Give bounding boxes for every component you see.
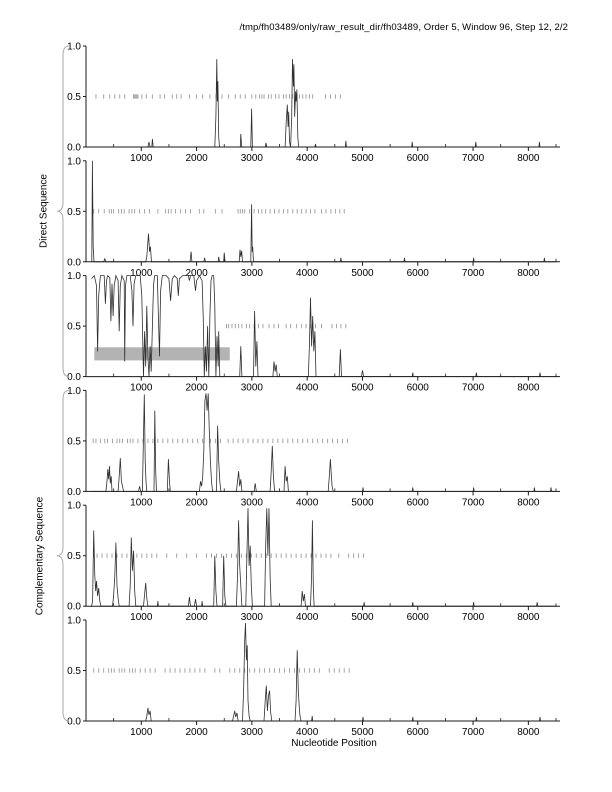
x-tick-label: 3000 [241,383,264,394]
y-tick-label: 0.0 [67,717,81,728]
y-tick-label: 0.0 [67,257,81,268]
x-tick-label: 7000 [462,612,485,623]
x-tick-label: 3000 [241,153,264,164]
x-tick-label: 6000 [407,612,430,623]
x-tick-label: 2000 [185,383,208,394]
y-tick-label: 0.5 [67,666,81,677]
x-axis-label: Nucleotide Position [291,738,377,749]
x-tick-label: 2000 [185,268,208,279]
y-tick-label: 1.0 [67,156,81,167]
x-tick-label: 5000 [351,727,374,738]
x-tick-label: 8000 [517,268,540,279]
highlight-band [94,347,230,361]
x-tick-label: 7000 [462,383,485,394]
x-tick-label: 4000 [296,383,319,394]
x-tick-label: 5000 [351,497,374,508]
x-tick-label: 1000 [130,727,153,738]
x-tick-label: 6000 [407,153,430,164]
x-tick-label: 7000 [462,497,485,508]
x-tick-label: 1000 [130,497,153,508]
x-tick-label: 4000 [296,612,319,623]
x-tick-label: 3000 [241,612,264,623]
x-tick-label: 8000 [517,497,540,508]
x-tick-label: 1000 [130,268,153,279]
x-tick-label: 6000 [407,383,430,394]
x-tick-label: 4000 [296,153,319,164]
x-tick-label: 8000 [517,612,540,623]
y-tick-label: 0.5 [67,436,81,447]
x-tick-label: 2000 [185,727,208,738]
y-tick-label: 0.5 [67,551,81,562]
x-tick-label: 3000 [241,727,264,738]
x-tick-label: 5000 [351,153,374,164]
x-tick-label: 5000 [351,268,374,279]
x-tick-label: 8000 [517,383,540,394]
y-tick-label: 0.0 [67,602,81,613]
x-tick-label: 7000 [462,153,485,164]
probability-curve-complementary-2 [91,508,556,607]
x-tick-label: 4000 [296,497,319,508]
x-tick-label: 2000 [185,153,208,164]
x-tick-label: 2000 [185,612,208,623]
y-tick-label: 1.0 [67,42,81,53]
y-tick-label: 0.5 [67,322,81,333]
x-tick-label: 6000 [407,497,430,508]
probability-curve-complementary-3 [91,622,556,722]
x-tick-label: 7000 [462,727,485,738]
x-tick-label: 1000 [130,612,153,623]
probability-curve-direct-1 [91,59,556,148]
x-tick-label: 6000 [407,268,430,279]
x-tick-label: 5000 [351,612,374,623]
y-tick-label: 0.0 [67,143,81,154]
direct-sequence-label: Direct Sequence [38,174,50,248]
x-tick-label: 3000 [241,268,264,279]
y-tick-label: 1.0 [67,386,81,397]
probability-curve-complementary-1 [91,393,556,492]
complementary-sequence-label: Complementary Sequence [34,496,46,616]
y-tick-label: 1.0 [67,616,81,627]
y-tick-label: 1.0 [67,501,81,512]
x-tick-label: 4000 [296,727,319,738]
probability-curve-direct-2 [91,160,556,263]
x-tick-label: 6000 [407,727,430,738]
y-tick-label: 0.5 [67,92,81,103]
x-tick-label: 2000 [185,497,208,508]
x-tick-label: 7000 [462,268,485,279]
x-tick-label: 8000 [517,153,540,164]
y-tick-label: 0.0 [67,487,81,498]
y-tick-label: 0.5 [67,207,81,218]
plot-title: /tmp/fh03489/only/raw_result_dir/fh03489… [239,22,568,33]
x-tick-label: 5000 [351,383,374,394]
x-tick-label: 3000 [241,497,264,508]
x-tick-label: 1000 [130,383,153,394]
complementary-group-brace [56,389,70,722]
y-tick-label: 1.0 [67,271,81,282]
probability-curve-direct-3 [91,274,556,378]
direct-group-brace [56,45,70,378]
x-tick-label: 1000 [130,153,153,164]
x-tick-label: 8000 [517,727,540,738]
x-tick-label: 4000 [296,268,319,279]
y-tick-label: 0.0 [67,372,81,383]
